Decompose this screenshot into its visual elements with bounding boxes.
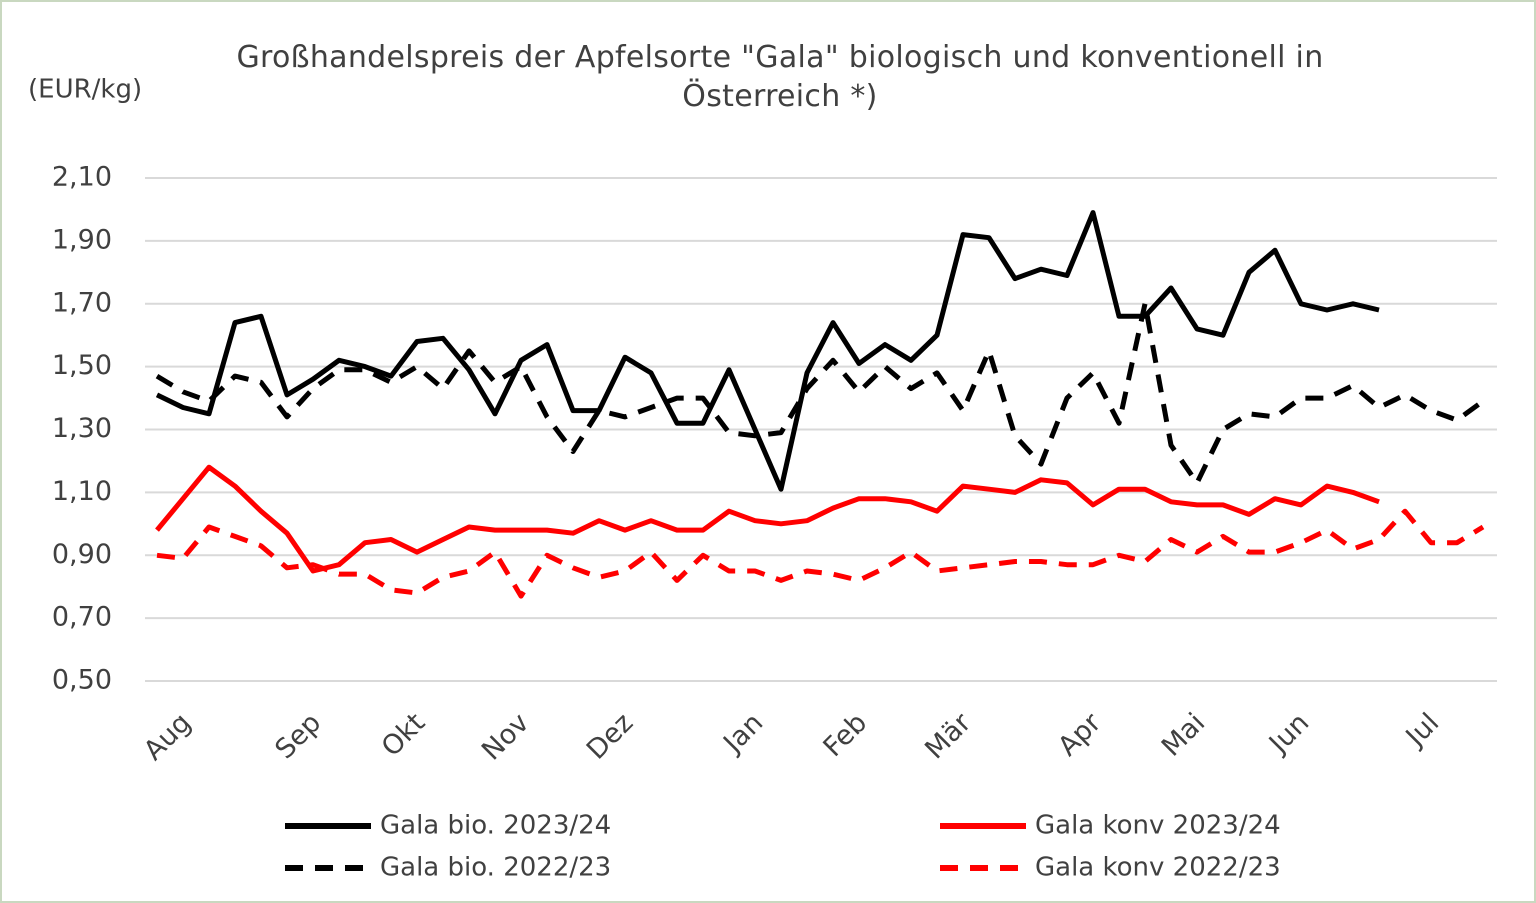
- y-tick-label: 0,90: [52, 539, 112, 570]
- y-tick-label: 1,10: [52, 476, 112, 507]
- legend-label: Gala bio. 2023/24: [380, 811, 611, 841]
- legend-label: Gala konv 2022/23: [1035, 853, 1281, 883]
- chart-title: Großhandelspreis der Apfelsorte "Gala" b…: [236, 40, 1324, 114]
- y-tick-label: 1,30: [52, 413, 112, 444]
- y-tick-label: 1,70: [52, 287, 112, 318]
- legend-label: Gala konv 2023/24: [1035, 811, 1281, 841]
- y-tick-label: 0,50: [52, 665, 112, 696]
- line-series: [155, 301, 1485, 486]
- y-tick-label: 1,50: [52, 350, 112, 381]
- y-axis-label: (EUR/kg): [28, 75, 142, 105]
- legend-label: Gala bio. 2022/23: [380, 853, 611, 883]
- y-tick-label: 0,70: [52, 602, 112, 633]
- y-tick-label: 1,90: [52, 224, 112, 255]
- line-series: [155, 464, 1380, 574]
- line-series: [155, 210, 1380, 492]
- y-tick-label: 2,10: [52, 162, 112, 193]
- line-series: [156, 508, 1485, 599]
